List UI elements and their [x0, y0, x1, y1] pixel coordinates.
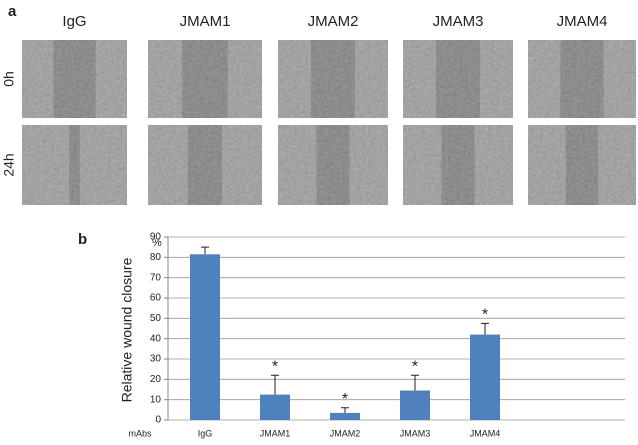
significance-marker: * — [272, 358, 278, 375]
y-tick-label: 10 — [150, 394, 162, 405]
row-label: 24h — [1, 153, 17, 176]
texture — [22, 125, 127, 205]
y-tick-label: 0 — [155, 415, 161, 426]
bar — [260, 394, 290, 420]
x-axis-label: mAbs — [128, 428, 152, 438]
column-header: JMAM3 — [433, 13, 484, 30]
column-header: JMAM1 — [180, 13, 231, 30]
x-tick-label: IgG — [198, 428, 213, 438]
y-tick-label: 60 — [150, 293, 162, 304]
x-tick-label: JMAM2 — [330, 428, 361, 438]
error-bar — [411, 374, 419, 391]
texture — [148, 40, 262, 118]
error-bar — [341, 407, 349, 413]
bar — [190, 254, 220, 420]
y-tick-label: 30 — [150, 354, 162, 365]
bar — [400, 390, 430, 420]
panel-label: a — [8, 3, 17, 20]
texture — [22, 40, 127, 118]
texture — [528, 125, 636, 205]
texture — [278, 40, 388, 118]
texture — [278, 125, 388, 205]
panel-label: b — [78, 231, 87, 248]
bar — [470, 334, 500, 420]
column-header: IgG — [62, 13, 86, 30]
column-header: JMAM4 — [557, 13, 608, 30]
significance-marker: * — [342, 391, 348, 408]
micrograph-panel: a IgG JMAM1 JMAM2 JMAM3 JMAM4 0h 24h — [1, 3, 636, 205]
y-tick-label: 40 — [150, 333, 162, 344]
row-label: 0h — [1, 71, 17, 87]
y-tick-label: 20 — [150, 374, 162, 385]
column-header: JMAM2 — [308, 13, 359, 30]
bar — [330, 412, 360, 420]
x-tick-label: JMAM4 — [470, 428, 501, 438]
y-tick-label: 50 — [150, 313, 162, 324]
texture — [148, 125, 262, 205]
x-tick-label: JMAM1 — [260, 428, 291, 438]
y-axis-label: Relative wound closure — [119, 257, 135, 402]
texture — [403, 40, 513, 118]
x-tick-label: JMAM3 — [400, 428, 431, 438]
error-bar — [271, 374, 279, 395]
error-bar — [481, 322, 489, 335]
y-unit: % — [152, 237, 162, 249]
y-tick-label: 80 — [150, 252, 162, 263]
texture — [403, 125, 513, 205]
y-tick-label: 70 — [150, 272, 162, 283]
significance-marker: * — [482, 307, 488, 324]
error-bar — [201, 246, 209, 255]
texture — [528, 40, 636, 118]
y-tick-label: 90 — [150, 232, 162, 243]
significance-marker: * — [412, 358, 418, 375]
